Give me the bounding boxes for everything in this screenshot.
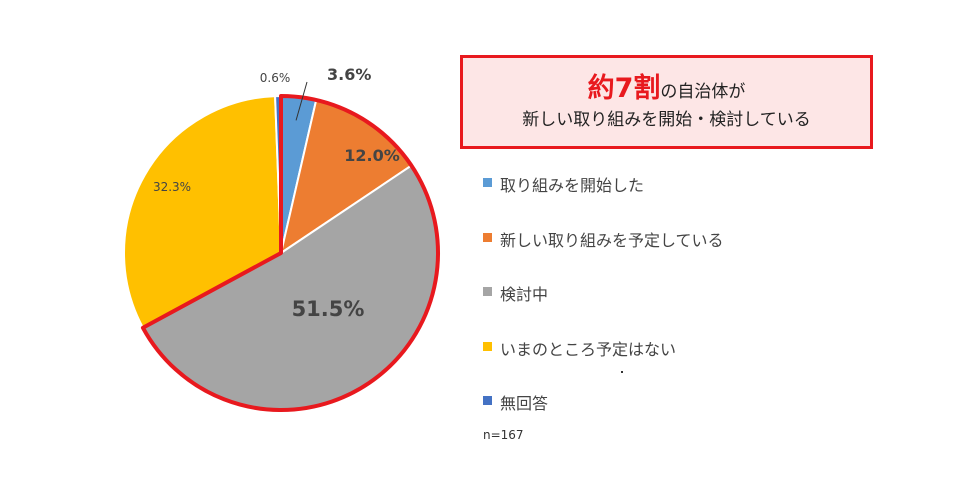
callout-emphasis: 約7割 <box>587 73 661 104</box>
pie-chart: 3.6% 12.0% 51.5% 32.3% 0.6% <box>123 65 440 412</box>
legend-label: 取り組みを開始した <box>500 176 645 195</box>
legend-label: 新しい取り組みを予定している <box>500 230 724 250</box>
callout-line-1: 約7割の自治体が <box>463 70 870 108</box>
callout-line-2: 新しい取り組みを開始・検討している <box>522 110 811 130</box>
callout-line-1-rest: の自治体が <box>660 82 746 102</box>
label-started: 3.6% <box>327 65 371 84</box>
label-no-answer: 0.6% <box>260 71 291 85</box>
legend-swatch <box>483 178 492 187</box>
callout-box: 約7割の自治体が 新しい取り組みを開始・検討している <box>460 55 873 149</box>
legend-swatch <box>483 341 492 351</box>
legend-item-considering: 検討中 <box>483 281 724 336</box>
legend: 取り組みを開始した 新しい取り組みを予定している 検討中 いまのところ予定はない… <box>483 172 724 445</box>
legend-item-started: 取り組みを開始した <box>483 172 724 227</box>
leader-line <box>295 81 308 121</box>
legend-item-no-plan: いまのところ予定はない <box>483 336 724 391</box>
legend-swatch <box>483 287 492 296</box>
label-no-plan: 32.3% <box>153 180 191 194</box>
label-considering: 51.5% <box>292 297 365 321</box>
label-planned: 12.0% <box>344 146 400 165</box>
slice-no-plan <box>123 95 283 330</box>
legend-label: 検討中 <box>500 285 549 304</box>
legend-swatch <box>483 396 492 405</box>
highlight-outline <box>140 94 440 412</box>
legend-label: いまのところ予定はない <box>500 339 677 359</box>
legend-swatch <box>483 232 492 242</box>
sample-size-note: n=167 <box>483 428 524 442</box>
stray-dot <box>621 371 623 373</box>
legend-item-planned: 新しい取り組みを予定している <box>483 227 724 282</box>
legend-item-no-answer: 無回答 <box>483 390 724 445</box>
legend-label: 無回答 <box>500 394 549 413</box>
